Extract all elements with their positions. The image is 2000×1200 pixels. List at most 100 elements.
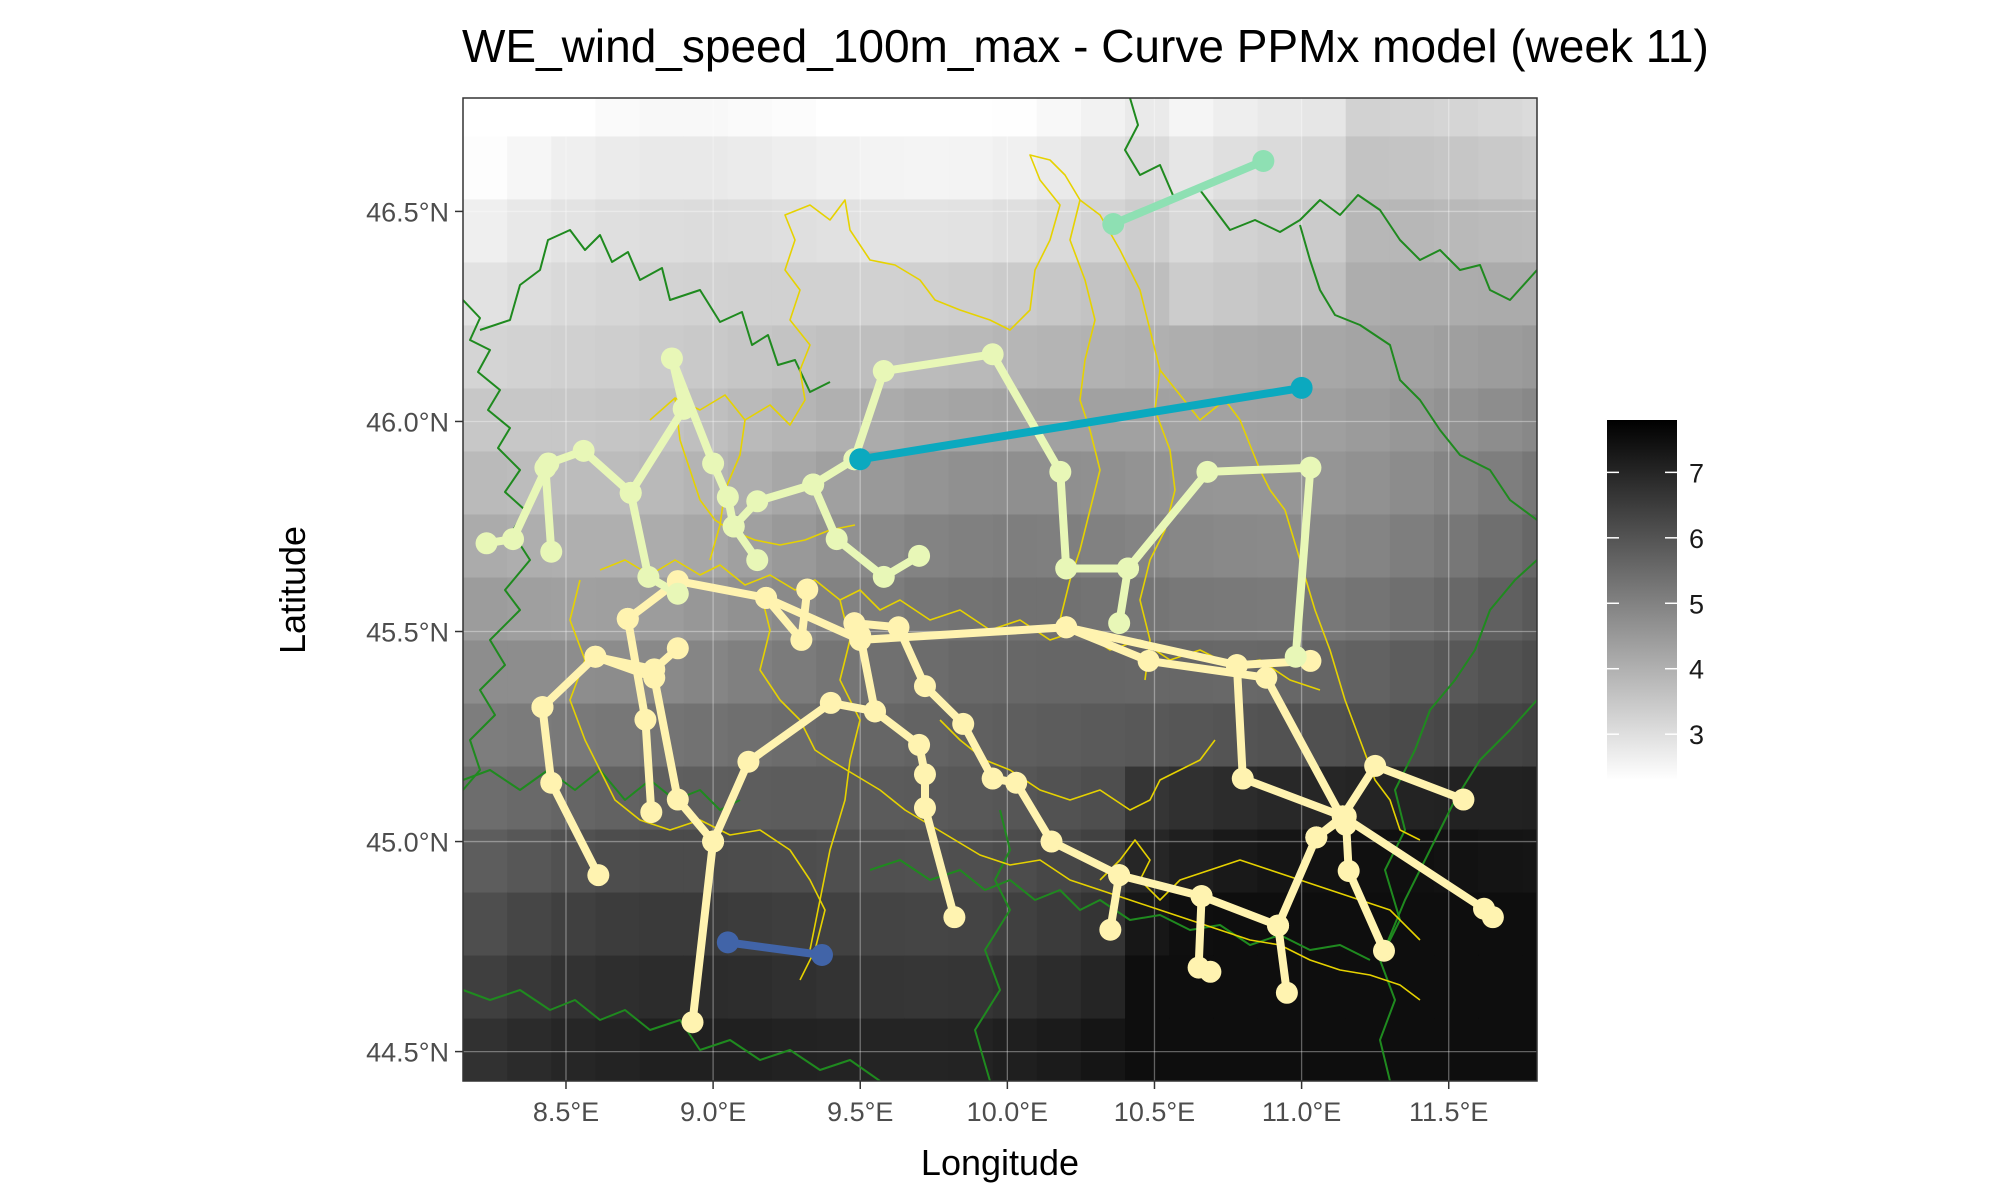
raster-cell — [463, 1017, 508, 1081]
raster-cell — [992, 513, 1038, 578]
raster-cell — [1434, 387, 1479, 452]
raster-cell — [639, 98, 685, 137]
panel-border — [462, 97, 1538, 1082]
raster-cell — [1169, 324, 1214, 389]
cluster-point — [1452, 788, 1475, 811]
raster-cell — [507, 954, 552, 1019]
raster-cell — [639, 891, 685, 956]
legend-tick-label: 5 — [1689, 589, 1704, 619]
raster-cell — [1080, 765, 1126, 830]
raster-cell — [1389, 135, 1435, 200]
raster-cell — [1036, 639, 1082, 704]
raster-cell — [463, 513, 464, 578]
raster-cell — [1345, 702, 1391, 767]
raster-cell — [816, 98, 861, 137]
raster-cell — [507, 98, 552, 137]
province-border — [1059, 199, 1101, 621]
cluster-point — [716, 486, 739, 509]
raster-cell — [1301, 1017, 1347, 1081]
raster-cell — [1169, 387, 1214, 452]
raster-cell — [771, 702, 817, 767]
raster-cell — [1478, 828, 1523, 893]
province-border — [1139, 369, 1176, 681]
raster-cell — [595, 891, 641, 956]
raster-cell — [1345, 135, 1391, 200]
raster-cell — [904, 98, 950, 137]
cluster-point — [1267, 914, 1290, 937]
raster-cell — [948, 828, 994, 893]
raster-cell — [1213, 261, 1259, 326]
cluster-point — [1108, 612, 1131, 635]
raster-cell — [1213, 324, 1259, 389]
raster-cell — [463, 828, 508, 893]
y-tick-label: 45.0°N — [366, 828, 449, 858]
cluster-point — [1364, 754, 1387, 777]
raster-cell — [816, 1017, 861, 1081]
raster-cell — [639, 261, 685, 326]
raster-cell — [551, 891, 597, 956]
raster-cell — [551, 702, 597, 767]
raster-cell — [1389, 639, 1435, 704]
raster-cell — [1345, 324, 1391, 389]
cluster-point — [1337, 859, 1360, 882]
raster-cell — [1478, 1017, 1523, 1081]
raster-cell — [1434, 513, 1479, 578]
region-border — [463, 989, 881, 1081]
raster-cell — [463, 702, 464, 767]
cluster-point — [1190, 885, 1213, 908]
cluster-line — [541, 463, 556, 556]
raster-cell — [1345, 576, 1391, 641]
raster-cell — [904, 261, 950, 326]
raster-cell — [1169, 765, 1214, 830]
cluster-point — [640, 801, 663, 824]
raster-cell — [683, 135, 729, 200]
cluster-point — [531, 696, 554, 719]
raster-cell — [1478, 324, 1523, 389]
raster-cell — [992, 639, 1038, 704]
province-border — [569, 579, 826, 981]
raster-cell — [595, 261, 641, 326]
province-border — [1284, 509, 1421, 841]
raster-cell — [1566, 73, 1611, 137]
raster-cell — [1478, 954, 1523, 1019]
cluster-line — [856, 383, 1306, 464]
cluster-point — [1102, 213, 1125, 236]
raster-cell — [1213, 513, 1259, 578]
raster-cell — [1566, 1018, 1611, 1082]
raster-cell — [1080, 450, 1126, 515]
raster-cell — [1478, 135, 1523, 200]
raster-cell — [992, 198, 1038, 263]
y-tick-label: 44.5°N — [366, 1038, 449, 1068]
raster-cell — [1301, 135, 1347, 200]
raster-cell — [1125, 261, 1170, 326]
cluster-point — [913, 796, 936, 819]
raster-cell — [1522, 1081, 1567, 1145]
cluster-point — [1290, 376, 1313, 399]
raster-cell — [1213, 576, 1259, 641]
cluster-point — [1481, 906, 1504, 929]
cluster-point — [534, 456, 557, 479]
province-border — [809, 599, 861, 951]
legend-tick-label: 4 — [1689, 655, 1704, 685]
raster-cell — [595, 98, 641, 137]
raster-cell — [904, 135, 950, 200]
raster-cell — [595, 702, 641, 767]
raster-cell — [816, 639, 861, 704]
cluster-point — [1049, 460, 1072, 483]
raster-cell — [595, 135, 641, 200]
cluster-point — [716, 931, 739, 954]
raster-cell — [771, 513, 817, 578]
raster-cell — [1036, 261, 1082, 326]
province-border — [759, 589, 1421, 1001]
cluster-line — [1109, 157, 1268, 228]
cluster-point — [1284, 645, 1307, 668]
cluster-line — [1062, 623, 1347, 821]
cluster-point — [584, 645, 607, 668]
raster-cell — [595, 1081, 640, 1145]
raster-cell — [992, 135, 1038, 200]
raster-cell — [992, 954, 1038, 1019]
raster-cell — [1301, 261, 1347, 326]
cluster-point — [908, 733, 931, 756]
raster-cell — [1213, 1017, 1259, 1081]
raster-cell — [551, 135, 597, 200]
